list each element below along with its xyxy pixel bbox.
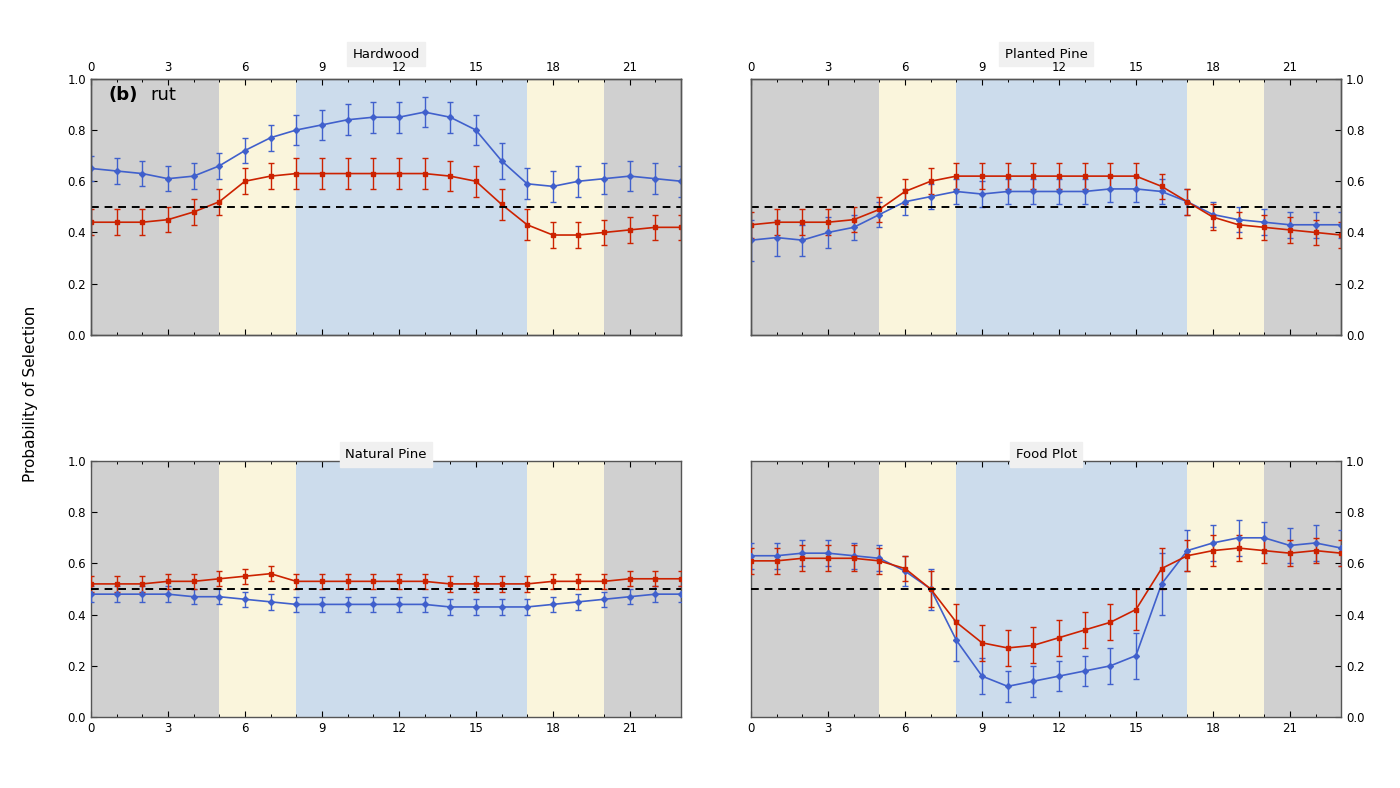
Bar [528,461,605,717]
Bar [750,461,879,717]
Bar [528,79,605,335]
Bar [750,79,879,335]
Bar [297,461,528,717]
Bar [1187,461,1264,717]
Title: Planted Pine: Planted Pine [1005,48,1088,61]
Bar [91,79,220,335]
Bar [297,79,528,335]
Text: (b): (b) [109,87,139,105]
Bar [1187,79,1264,335]
Bar [879,461,956,717]
Title: Hardwood: Hardwood [353,48,420,61]
Text: Probability of Selection: Probability of Selection [24,306,38,482]
Bar [1264,461,1341,717]
Text: rut: rut [150,87,176,105]
Title: Food Plot: Food Plot [1015,448,1077,461]
Bar [956,79,1187,335]
Bar [605,461,682,717]
Title: Natural Pine: Natural Pine [346,448,427,461]
Bar [220,461,297,717]
Bar [220,79,297,335]
Bar [605,79,682,335]
Bar [1264,79,1341,335]
Bar [956,461,1187,717]
Bar [879,79,956,335]
Bar [91,461,220,717]
